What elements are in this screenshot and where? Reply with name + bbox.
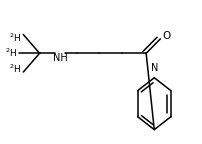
Text: NH: NH [52,53,67,63]
Text: N: N [150,64,157,73]
Text: O: O [162,31,170,41]
Text: $^{2}$H: $^{2}$H [5,47,17,59]
Text: $^{2}$H: $^{2}$H [9,63,21,75]
Text: $^{2}$H: $^{2}$H [9,31,21,44]
